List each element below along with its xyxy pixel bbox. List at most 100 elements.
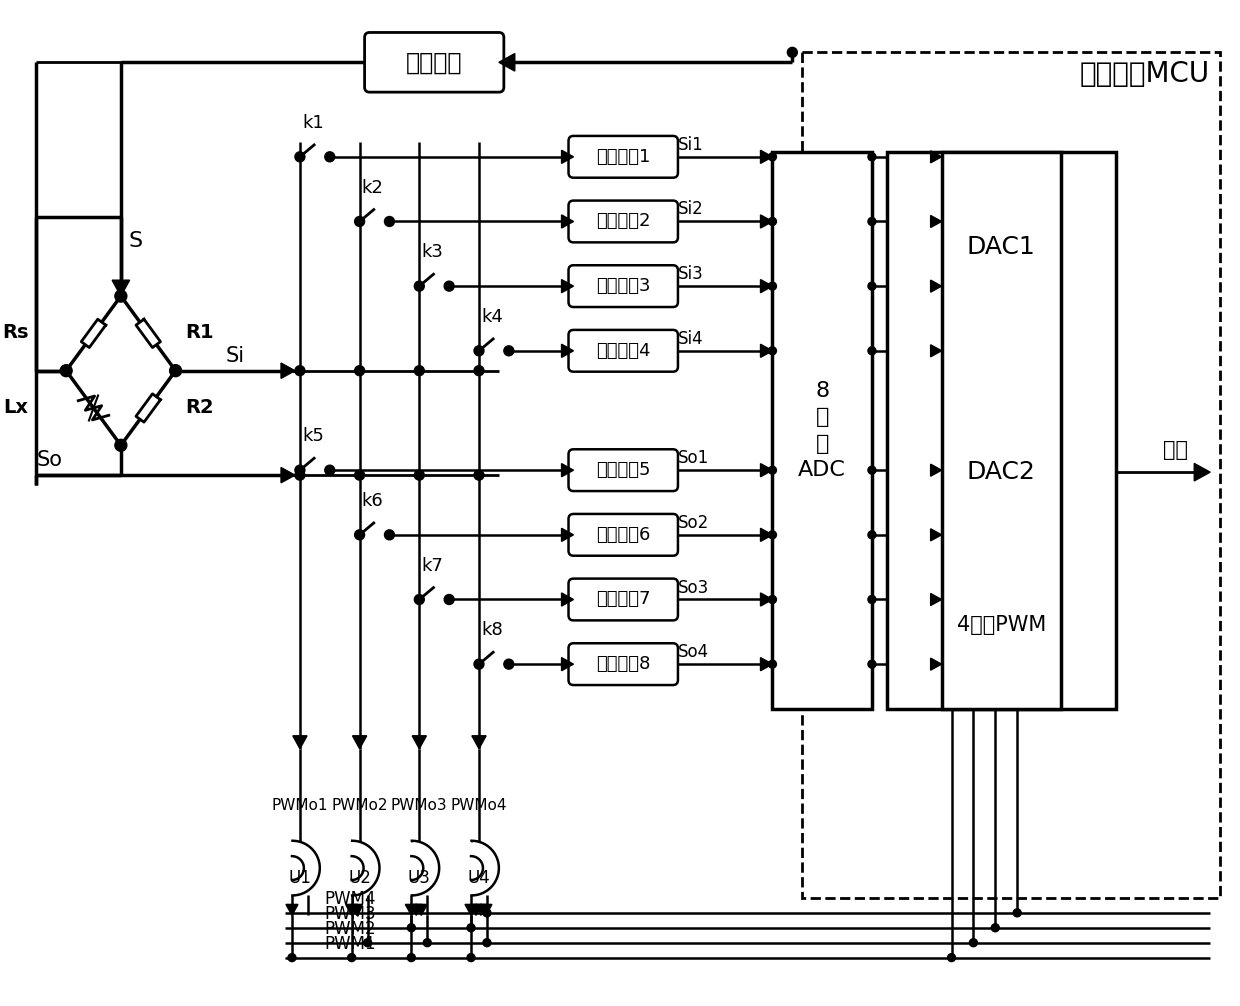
- Polygon shape: [562, 528, 573, 541]
- Circle shape: [970, 939, 977, 947]
- FancyBboxPatch shape: [568, 330, 678, 371]
- Circle shape: [61, 365, 72, 376]
- Circle shape: [769, 347, 776, 355]
- Bar: [887, 152, 1116, 709]
- Circle shape: [503, 659, 513, 669]
- Text: So3: So3: [678, 578, 709, 597]
- Text: 4通道PWM: 4通道PWM: [956, 616, 1045, 636]
- Text: k4: k4: [481, 308, 503, 326]
- Text: Si3: Si3: [678, 266, 703, 283]
- Circle shape: [769, 153, 776, 161]
- Polygon shape: [352, 735, 367, 748]
- Text: k2: k2: [362, 179, 383, 196]
- Polygon shape: [410, 904, 423, 915]
- Polygon shape: [562, 215, 573, 228]
- Polygon shape: [465, 904, 477, 915]
- Polygon shape: [760, 528, 773, 541]
- Polygon shape: [498, 53, 515, 71]
- Polygon shape: [346, 904, 357, 915]
- Polygon shape: [351, 904, 362, 915]
- Circle shape: [868, 282, 875, 290]
- FancyBboxPatch shape: [568, 514, 678, 555]
- Circle shape: [325, 465, 335, 475]
- Text: k3: k3: [422, 243, 443, 262]
- Circle shape: [769, 217, 776, 225]
- Bar: [802, 52, 1220, 898]
- Text: U1: U1: [289, 869, 311, 887]
- Circle shape: [769, 531, 776, 539]
- Circle shape: [474, 346, 484, 356]
- Polygon shape: [760, 658, 773, 671]
- Text: 滑动平則7: 滑动平則7: [596, 591, 651, 609]
- Polygon shape: [760, 215, 773, 228]
- Polygon shape: [136, 319, 160, 347]
- Circle shape: [474, 659, 484, 669]
- Polygon shape: [1194, 464, 1210, 481]
- Text: 滑动平則4: 滑动平則4: [596, 342, 651, 360]
- Circle shape: [467, 954, 475, 962]
- Circle shape: [769, 596, 776, 604]
- Polygon shape: [562, 344, 573, 357]
- Polygon shape: [562, 464, 573, 477]
- Polygon shape: [931, 529, 941, 541]
- Circle shape: [769, 660, 776, 668]
- Circle shape: [868, 217, 875, 225]
- Text: 滑动平則1: 滑动平則1: [596, 148, 651, 166]
- Polygon shape: [412, 735, 427, 748]
- Circle shape: [787, 47, 797, 57]
- Circle shape: [769, 466, 776, 474]
- Text: PWMo2: PWMo2: [331, 799, 388, 814]
- Polygon shape: [475, 904, 487, 915]
- Polygon shape: [281, 468, 295, 483]
- Text: So1: So1: [678, 450, 709, 467]
- Polygon shape: [931, 280, 941, 292]
- Circle shape: [408, 954, 415, 962]
- Text: k7: k7: [422, 556, 443, 574]
- Polygon shape: [760, 464, 773, 477]
- Circle shape: [991, 924, 999, 932]
- Polygon shape: [480, 904, 492, 915]
- Text: PWM4: PWM4: [325, 890, 376, 907]
- Circle shape: [769, 282, 776, 290]
- Circle shape: [384, 530, 394, 540]
- Circle shape: [170, 365, 181, 376]
- Text: k1: k1: [301, 114, 324, 132]
- Text: 滑动平則8: 滑动平則8: [596, 655, 651, 673]
- Circle shape: [482, 908, 491, 916]
- Text: DAC2: DAC2: [967, 460, 1035, 484]
- Circle shape: [414, 366, 424, 375]
- Circle shape: [355, 470, 365, 480]
- Text: PWMo4: PWMo4: [450, 799, 507, 814]
- Circle shape: [868, 531, 875, 539]
- Circle shape: [115, 440, 126, 452]
- Text: k6: k6: [362, 492, 383, 510]
- Text: Lx: Lx: [4, 398, 29, 417]
- Text: So: So: [36, 450, 62, 470]
- Polygon shape: [470, 904, 482, 915]
- Polygon shape: [760, 150, 773, 163]
- Text: 滑动平則5: 滑动平則5: [596, 461, 651, 479]
- Circle shape: [363, 939, 372, 947]
- Circle shape: [474, 366, 484, 375]
- Circle shape: [868, 466, 875, 474]
- Circle shape: [868, 347, 875, 355]
- Polygon shape: [931, 594, 941, 606]
- Circle shape: [414, 595, 424, 605]
- FancyBboxPatch shape: [568, 200, 678, 242]
- Polygon shape: [415, 904, 428, 915]
- Polygon shape: [562, 593, 573, 606]
- Text: PWMo3: PWMo3: [391, 799, 448, 814]
- Text: k8: k8: [481, 622, 502, 639]
- Text: 滑动平則6: 滑动平則6: [596, 526, 651, 544]
- FancyBboxPatch shape: [568, 266, 678, 307]
- Text: Si: Si: [226, 346, 246, 366]
- Polygon shape: [760, 593, 773, 606]
- Text: R2: R2: [186, 398, 215, 417]
- Text: PWM1: PWM1: [325, 935, 377, 953]
- FancyBboxPatch shape: [365, 32, 503, 93]
- Polygon shape: [931, 658, 941, 670]
- Circle shape: [355, 530, 365, 540]
- Text: Si1: Si1: [678, 136, 703, 154]
- Polygon shape: [286, 904, 298, 915]
- Text: 滑动平則2: 滑动平則2: [596, 212, 651, 230]
